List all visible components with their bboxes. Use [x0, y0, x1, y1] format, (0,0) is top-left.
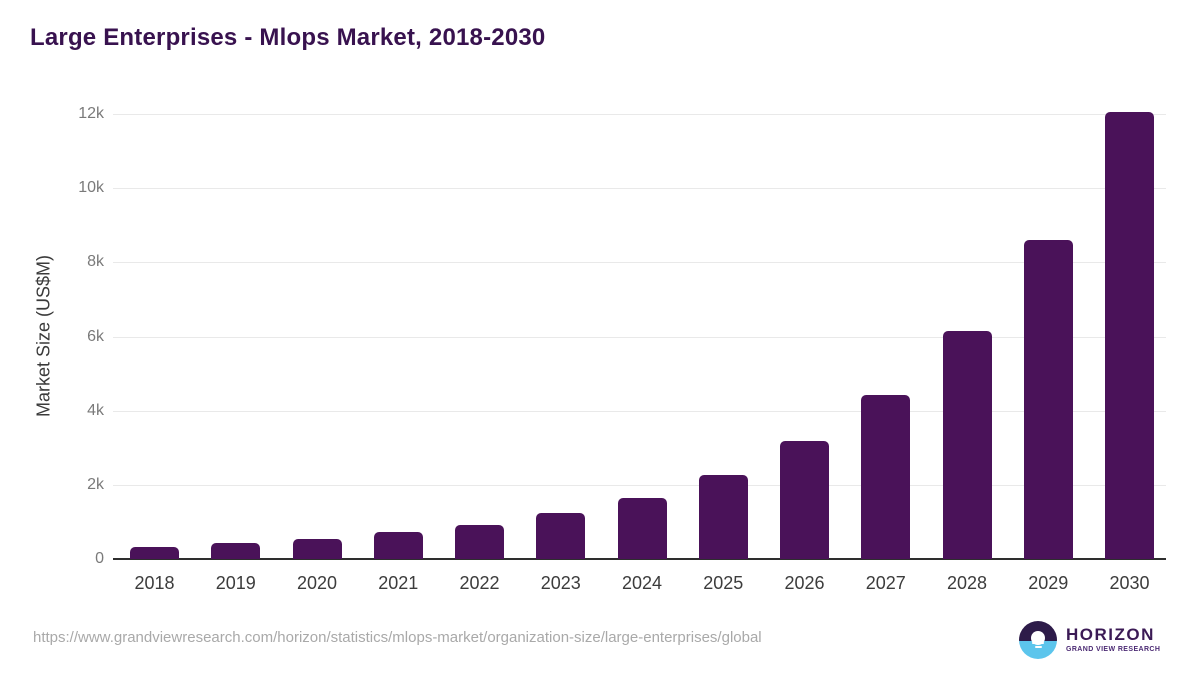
x-tick-2028: 2028 [946, 573, 988, 593]
gridline-8k [113, 262, 1166, 263]
y-tick-6k: 6k [87, 328, 104, 345]
sun-reflection-line [1034, 646, 1042, 648]
x-axis-line [113, 558, 1166, 560]
x-tick-2021: 2021 [378, 573, 419, 593]
x-tick-2022: 2022 [459, 573, 500, 593]
y-tick-2k: 2k [87, 476, 104, 493]
x-tick-2020: 2020 [296, 573, 338, 593]
y-tick-12k: 12k [78, 105, 104, 122]
x-tick-2023: 2023 [540, 573, 581, 593]
bar-2026[interactable] [780, 441, 829, 559]
bar-2028[interactable] [942, 331, 992, 559]
gridline-2k [113, 485, 1166, 486]
y-tick-0: 0 [95, 550, 104, 567]
bar-2022[interactable] [455, 525, 504, 559]
y-tick-10k: 10k [78, 179, 104, 196]
y-tick-8k: 8k [87, 253, 104, 270]
logo-subtitle: GRAND VIEW RESEARCH [1066, 646, 1161, 653]
x-tick-2025: 2025 [703, 573, 744, 593]
chart-title: Large Enterprises - Mlops Market, 2018-2… [30, 24, 546, 51]
horizon-logo: HORIZON GRAND VIEW RESEARCH [1019, 621, 1160, 659]
bar-2027[interactable] [861, 395, 911, 559]
bar-2019[interactable] [211, 543, 261, 559]
gridline-12k [113, 114, 1166, 115]
bar-2024[interactable] [617, 498, 667, 559]
gridline-4k [113, 411, 1166, 412]
bar-2020[interactable] [292, 539, 342, 559]
sun-circle [1031, 631, 1045, 645]
x-tick-2029: 2029 [1028, 573, 1069, 593]
bar-2025[interactable] [698, 475, 748, 559]
x-tick-2019: 2019 [215, 573, 256, 593]
x-tick-2026: 2026 [784, 573, 825, 593]
bar-2021[interactable] [373, 532, 423, 559]
x-tick-2027: 2027 [865, 573, 906, 593]
gridline-10k [113, 188, 1166, 189]
x-tick-2024: 2024 [621, 573, 663, 593]
x-tick-2030: 2030 [1109, 573, 1150, 593]
source-url: https://www.grandviewresearch.com/horizo… [33, 629, 762, 646]
x-tick-2018: 2018 [134, 573, 175, 593]
y-tick-4k: 4k [87, 402, 104, 419]
sun-reflection-line [1032, 642, 1044, 644]
bar-2030[interactable] [1105, 112, 1154, 559]
bar-2029[interactable] [1023, 240, 1073, 559]
logo-text: HORIZON GRAND VIEW RESEARCH [1066, 626, 1160, 654]
bar-2018[interactable] [130, 547, 179, 559]
horizon-sun-icon [1019, 621, 1057, 659]
logo-name: HORIZON [1066, 625, 1155, 644]
gridline-6k [113, 337, 1166, 338]
bar-2023[interactable] [536, 513, 586, 559]
